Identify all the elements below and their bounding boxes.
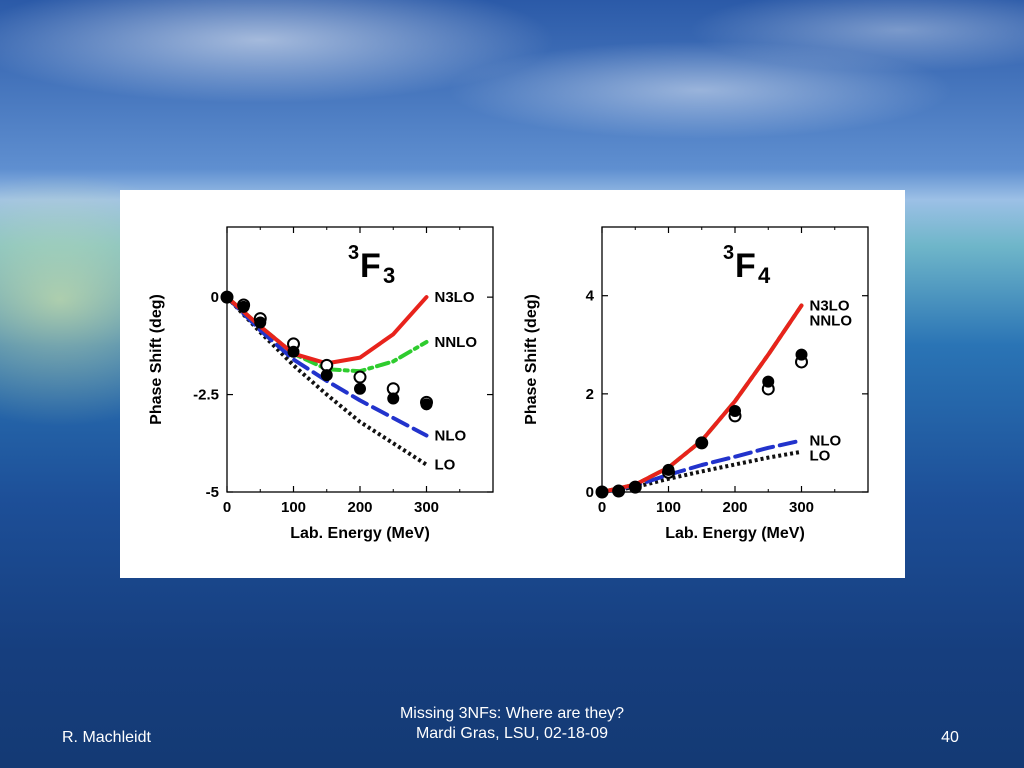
chart-panel-1: 0 100 200 300 0 -2.5 -5 Lab. Energy (MeV) Phase … xyxy=(148,226,494,542)
legend-label-nlo: NLO xyxy=(810,432,842,449)
y-axis-label: Phase Shift (deg) xyxy=(148,294,165,425)
legend-label-n3lo: N3LO xyxy=(810,298,850,315)
data-point-filled xyxy=(596,486,608,498)
y-tick-label: 2 xyxy=(586,386,594,403)
y-tick-label: -2.5 xyxy=(193,387,219,404)
legend-label-n3lo: N3LO xyxy=(435,289,475,306)
footer-title-line2: Mardi Gras, LSU, 02-18-09 xyxy=(415,725,609,742)
x-axis-label: Lab. Energy (MeV) xyxy=(290,525,430,542)
data-point-filled xyxy=(629,481,642,494)
data-point-open xyxy=(353,370,367,384)
data-point-filled xyxy=(287,345,300,358)
x-tick-label: 0 xyxy=(598,499,606,516)
title-main: F xyxy=(360,247,381,285)
data-point-filled xyxy=(729,405,741,418)
x-tick-label: 300 xyxy=(414,499,439,516)
y-tick-label: -5 xyxy=(206,484,219,501)
x-tick-label: 0 xyxy=(223,499,231,516)
title-superscript: 3 xyxy=(723,242,734,264)
chart-panel-2: 0 100 200 300 0 2 4 Lab. Energy (MeV) Phase Shif… xyxy=(523,226,869,542)
title-subscript: 3 xyxy=(383,263,395,288)
footer-title: Missing 3NFs: Where are they? Mardi Gras… xyxy=(320,704,704,744)
legend-label-nnlo: NNLO xyxy=(435,334,478,351)
x-tick-label: 300 xyxy=(789,499,814,516)
data-point-filled xyxy=(237,300,250,313)
x-tick-label: 100 xyxy=(281,499,306,516)
footer-title-line1: Missing 3NFs: Where are they? xyxy=(399,705,625,722)
y-tick-label: 0 xyxy=(211,289,219,306)
data-point-filled xyxy=(612,485,625,498)
legend-label-nlo: NLO xyxy=(435,427,467,444)
footer-author: R. Machleidt xyxy=(62,729,151,746)
data-point-filled xyxy=(762,375,775,388)
x-tick-label: 100 xyxy=(656,499,681,516)
data-point-filled xyxy=(254,316,267,329)
title-subscript: 4 xyxy=(758,263,771,288)
y-tick-label: 4 xyxy=(586,288,595,305)
y-axis-label: Phase Shift (deg) xyxy=(523,294,540,425)
legend-label-lo: LO xyxy=(435,457,456,474)
page-number: 40 xyxy=(941,729,959,746)
legend-label-lo: LO xyxy=(810,447,831,464)
data-point-filled xyxy=(795,348,808,361)
data-point-filled xyxy=(662,463,675,476)
title-superscript: 3 xyxy=(348,242,359,264)
data-point-filled xyxy=(420,398,433,411)
x-axis-label: Lab. Energy (MeV) xyxy=(665,525,805,542)
data-point-filled xyxy=(221,291,233,304)
x-tick-label: 200 xyxy=(722,499,747,516)
figure-panel: 0 100 200 300 0 -2.5 -5 Lab. Energy (MeV) Phase … xyxy=(120,190,905,578)
title-main: F xyxy=(735,247,756,285)
data-point-filled xyxy=(354,382,366,395)
y-tick-label: 0 xyxy=(586,484,594,501)
x-tick-label: 200 xyxy=(347,499,372,516)
data-point-filled xyxy=(387,392,400,405)
data-point-filled xyxy=(320,369,333,382)
legend-label-nnlo: NNLO xyxy=(810,313,853,330)
data-point-filled xyxy=(695,436,708,449)
series-line-lo xyxy=(601,449,802,494)
